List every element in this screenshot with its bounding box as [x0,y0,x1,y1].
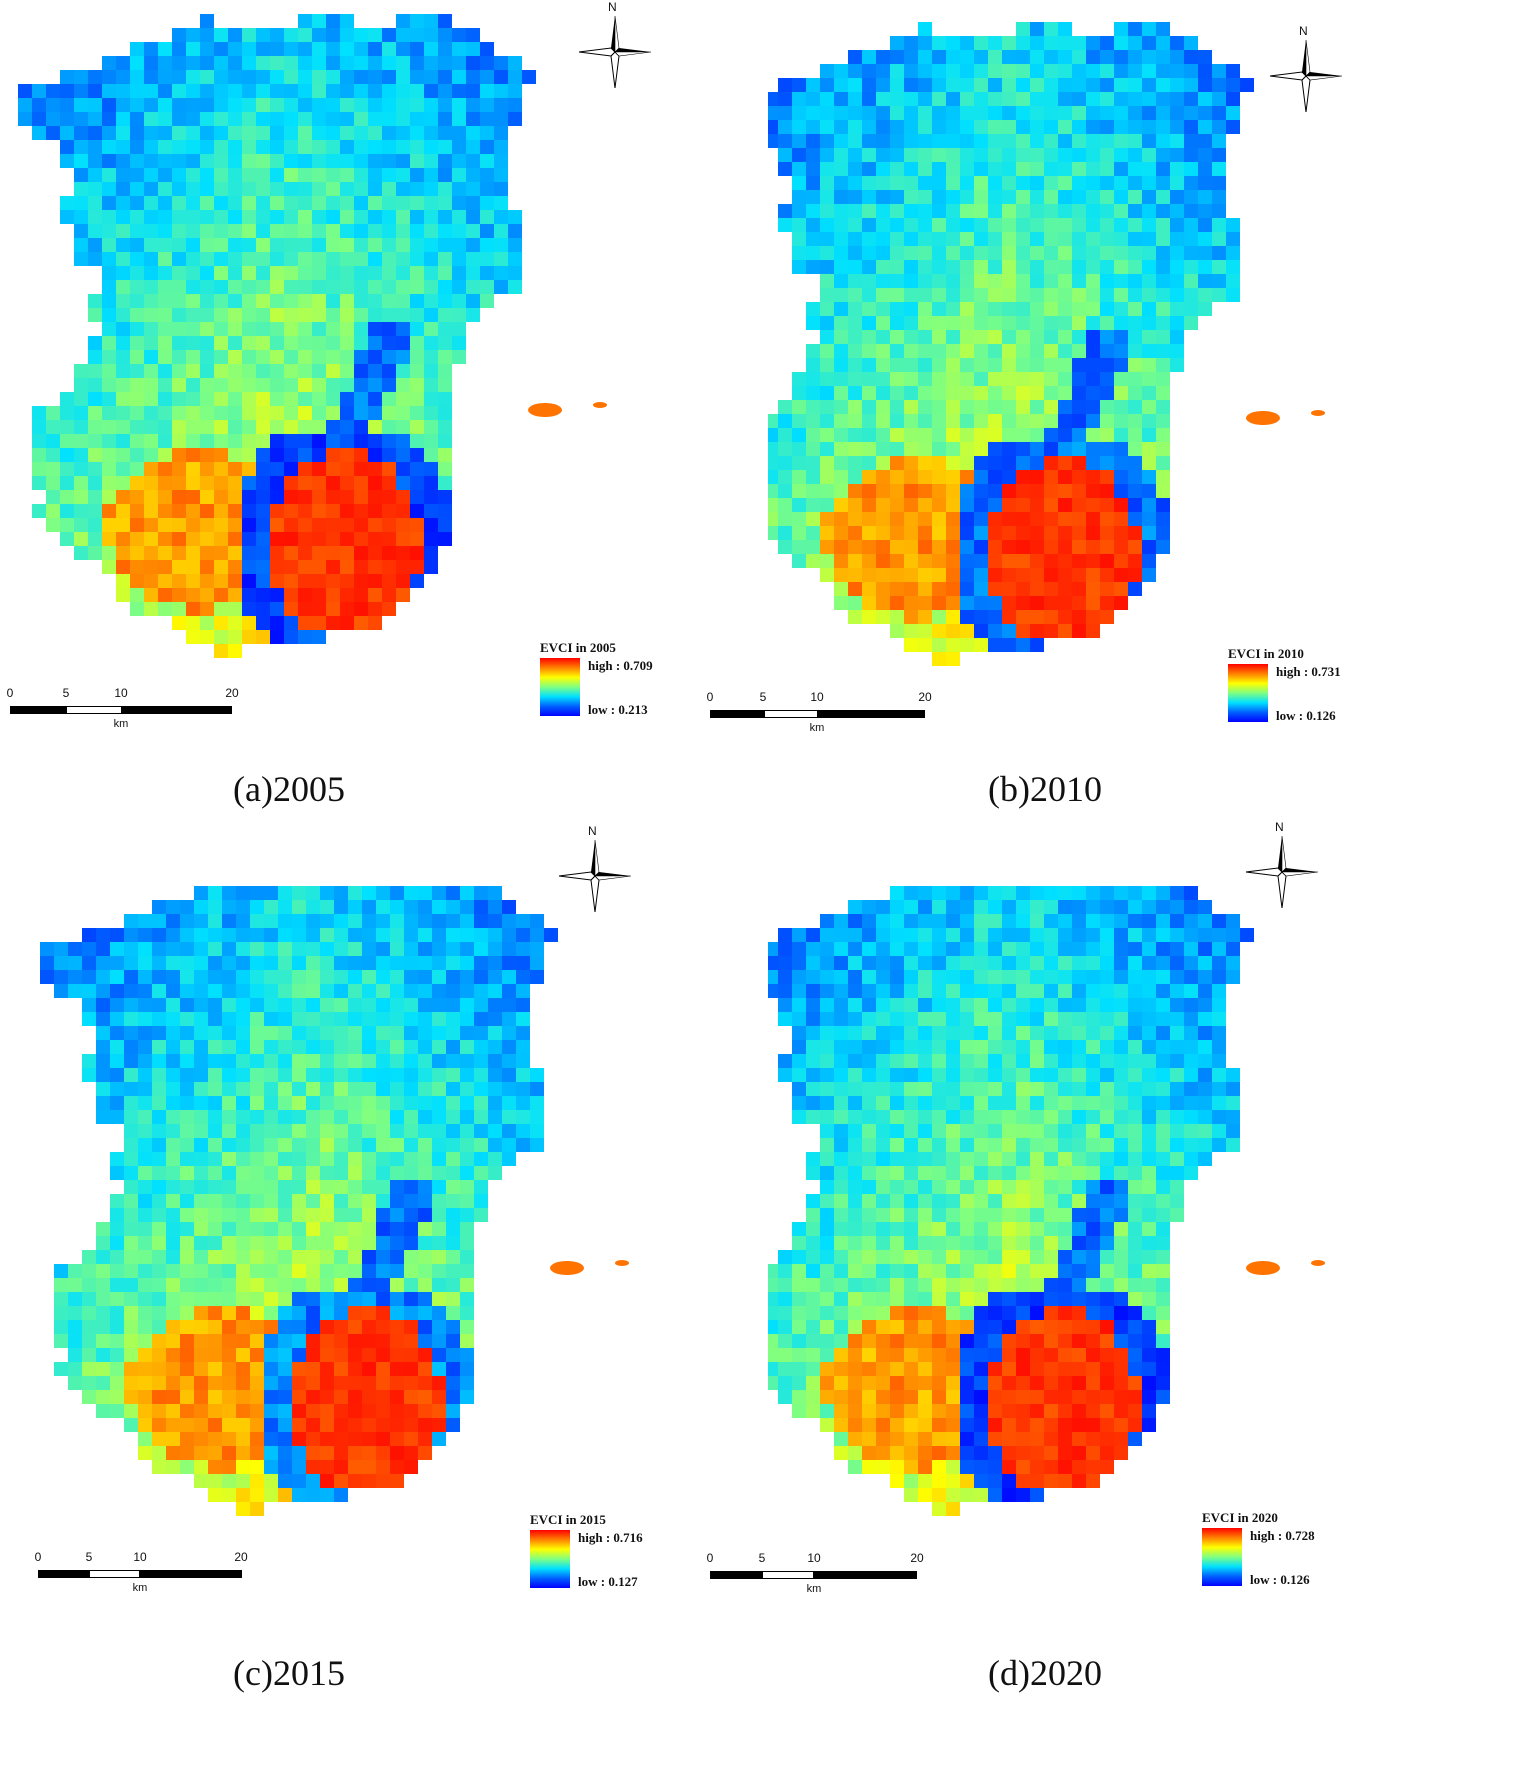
scale-segment [38,1570,89,1578]
scale-tick-0: 0 [706,690,714,704]
north-arrow-icon: N [575,0,655,90]
north-arrow-icon: N [555,824,635,914]
panel-caption: (c)2015 [233,1653,345,1693]
scale-segment [66,706,122,714]
scale-tick-10: 10 [114,686,128,700]
legend-color-ramp [1202,1528,1242,1586]
scale-tick-5: 5 [759,690,767,704]
scale-segment [817,710,925,718]
scale-unit: km [132,1582,148,1594]
map-panel-2005: N EVCI in 2005 high : 0.709 low : 0.213 … [0,0,767,885]
scale-segment [764,710,818,718]
legend-color-ramp [540,658,580,716]
legend-title: EVCI in 2015 [530,1512,606,1527]
legend-color-ramp [530,1530,570,1588]
scale-segment [814,1571,917,1579]
legend-low: low : 0.213 [588,702,648,717]
panel-caption: (d)2020 [988,1653,1102,1693]
scale-segment [89,1570,140,1578]
legend-title: EVCI in 2005 [540,640,616,655]
legend-low: low : 0.126 [1250,1572,1310,1587]
legend-high: high : 0.709 [588,658,653,673]
north-arrow-icon: N [1266,24,1346,114]
scale-segment [121,706,232,714]
scale-tick-10: 10 [807,1551,821,1565]
scale-tick-5: 5 [85,1550,93,1564]
scale-bar: 0 5 10 20 km [706,690,970,742]
scale-bar: 0 5 10 20 km [706,1551,970,1603]
legend-low: low : 0.127 [578,1574,638,1589]
scale-tick-20: 20 [910,1551,924,1565]
scale-tick-0: 0 [706,1551,714,1565]
scale-segment [10,706,66,714]
legend-title: EVCI in 2020 [1202,1510,1278,1525]
legend: EVCI in 2010 high : 0.731 low : 0.126 [1228,646,1368,736]
scale-segment [710,710,764,718]
legend-high: high : 0.728 [1250,1528,1315,1543]
legend: EVCI in 2020 high : 0.728 low : 0.126 [1202,1510,1342,1600]
map-panel-2020: N EVCI in 2020 high : 0.728 low : 0.126 … [707,820,1535,1771]
scale-tick-5: 5 [62,686,70,700]
scale-tick-10: 10 [133,1550,147,1564]
legend-title: EVCI in 2010 [1228,646,1304,661]
scale-tick-5: 5 [758,1551,766,1565]
map-panel-2010: N EVCI in 2010 high : 0.731 low : 0.126 … [707,0,1535,885]
scale-bar: 0 5 10 20 km [34,1550,298,1602]
evci-map-2015 [40,886,629,1516]
scale-tick-0: 0 [34,1550,42,1564]
scale-segment [140,1570,242,1578]
scale-unit: km [113,718,129,730]
scale-bar: 0 5 10 20 km [6,686,270,738]
evci-map-2010 [768,22,1325,666]
north-label: N [588,824,597,838]
legend-color-ramp [1228,664,1268,722]
north-arrow-icon: N [1242,820,1322,910]
scale-segment [762,1571,814,1579]
legend-high: high : 0.731 [1276,664,1341,679]
scale-tick-20: 20 [225,686,239,700]
legend-high: high : 0.716 [578,1530,643,1545]
north-label: N [1299,24,1308,38]
north-label: N [1275,820,1284,834]
legend-low: low : 0.126 [1276,708,1336,723]
scale-unit: km [809,722,825,734]
evci-map-2020 [768,886,1325,1516]
panel-caption: (b)2010 [988,769,1102,809]
scale-tick-0: 0 [6,686,14,700]
scale-segment [710,1571,762,1579]
legend: EVCI in 2005 high : 0.709 low : 0.213 [540,640,680,730]
panel-caption: (a)2005 [233,769,345,809]
evci-map-2005 [18,14,607,658]
north-label: N [608,0,617,14]
scale-unit: km [806,1583,822,1595]
scale-tick-20: 20 [918,690,932,704]
scale-tick-20: 20 [234,1550,248,1564]
legend: EVCI in 2015 high : 0.716 low : 0.127 [530,1512,670,1602]
scale-tick-10: 10 [810,690,824,704]
map-panel-2015: N EVCI in 2015 high : 0.716 low : 0.127 … [0,824,767,1771]
